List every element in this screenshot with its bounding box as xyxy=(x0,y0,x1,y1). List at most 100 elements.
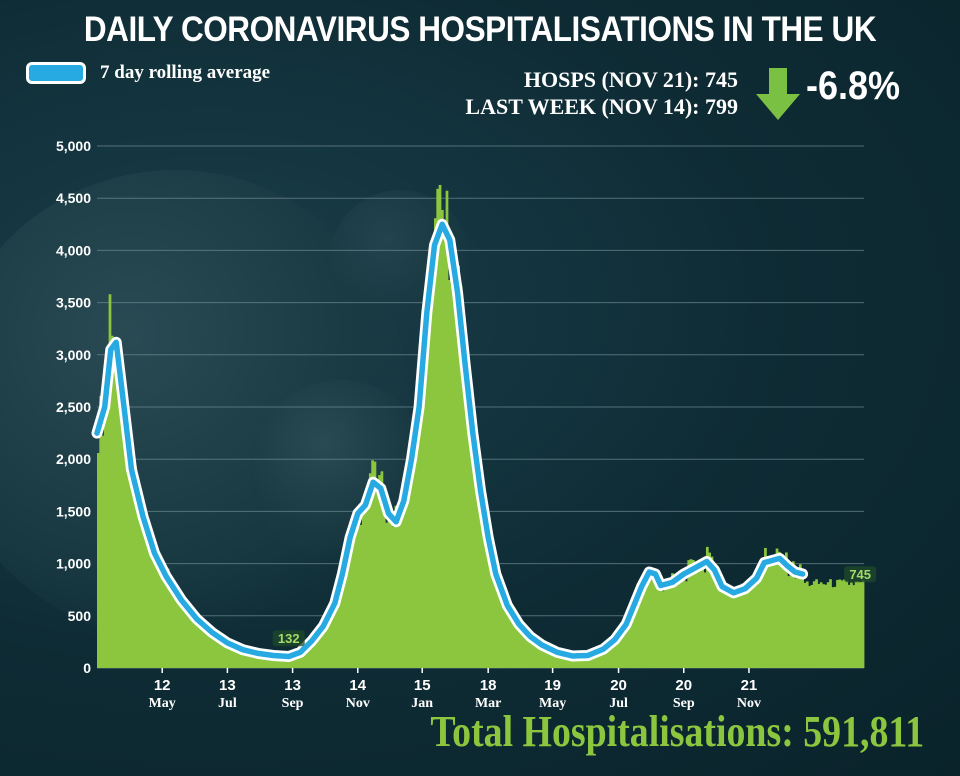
daily-bar xyxy=(178,595,182,668)
y-tick-label: 1,000 xyxy=(56,556,91,572)
x-tick-day: 21 xyxy=(741,677,758,694)
daily-bar xyxy=(747,586,751,668)
daily-bar xyxy=(545,648,549,668)
x-tick-day: 13 xyxy=(219,677,236,694)
daily-bar xyxy=(722,584,725,668)
x-tick-month: Jul xyxy=(218,696,237,711)
legend-swatch xyxy=(26,62,86,84)
daily-bar xyxy=(826,582,830,668)
daily-bar xyxy=(310,640,314,668)
daily-bar xyxy=(487,538,491,668)
daily-bar xyxy=(345,550,349,668)
daily-bar xyxy=(361,506,365,668)
daily-bar xyxy=(273,656,277,668)
daily-bar xyxy=(859,581,863,668)
annotation-label: 132 xyxy=(278,631,300,646)
daily-bar xyxy=(103,396,107,668)
daily-bar xyxy=(796,575,800,668)
daily-bar xyxy=(380,471,384,668)
daily-bar xyxy=(429,245,433,668)
daily-bar xyxy=(322,628,326,668)
daily-bar xyxy=(97,453,100,668)
daily-bar xyxy=(266,655,270,668)
daily-bar xyxy=(664,586,667,668)
daily-bar xyxy=(843,579,846,668)
daily-bar xyxy=(150,544,154,668)
daily-bar xyxy=(850,582,853,668)
daily-bar xyxy=(334,606,337,668)
daily-bar xyxy=(424,300,428,668)
daily-bar xyxy=(694,569,698,668)
y-tick-label: 0 xyxy=(83,660,91,676)
daily-bar xyxy=(540,646,544,668)
daily-bar xyxy=(134,466,137,668)
daily-bar xyxy=(320,624,323,668)
y-tick-label: 2,500 xyxy=(56,399,91,415)
y-tick-label: 3,000 xyxy=(56,347,91,363)
daily-bar xyxy=(206,627,209,668)
daily-bar xyxy=(194,617,198,668)
daily-bar xyxy=(420,397,423,668)
y-tick-label: 4,500 xyxy=(56,190,91,206)
daily-bar xyxy=(127,416,130,668)
y-tick-label: 3,500 xyxy=(56,295,91,311)
page-title: DAILY CORONAVIRUS HOSPITALISATIONS IN TH… xyxy=(83,10,877,49)
daily-bar xyxy=(805,581,809,668)
daily-bar xyxy=(685,581,688,668)
daily-bar xyxy=(392,526,395,668)
daily-bar xyxy=(289,656,293,668)
daily-bar xyxy=(782,565,786,668)
daily-bar xyxy=(245,652,249,668)
daily-bar xyxy=(761,563,765,668)
daily-bar xyxy=(733,591,737,668)
daily-bar xyxy=(668,577,672,668)
daily-bar xyxy=(499,579,502,668)
daily-bar xyxy=(415,405,419,668)
daily-bar xyxy=(461,340,465,668)
daily-bar xyxy=(561,653,565,668)
daily-bar xyxy=(791,561,795,668)
x-tick-month: Sep xyxy=(673,696,695,711)
daily-bar xyxy=(187,605,191,668)
daily-bar xyxy=(129,446,133,668)
daily-bar xyxy=(189,610,193,668)
daily-bar xyxy=(829,579,832,668)
daily-bar xyxy=(622,631,626,668)
daily-bar xyxy=(757,576,760,668)
daily-bar xyxy=(703,572,707,668)
daily-bar xyxy=(468,382,472,668)
daily-bar xyxy=(162,576,165,668)
daily-bar xyxy=(173,590,177,668)
daily-bar xyxy=(536,643,540,668)
daily-bar xyxy=(599,648,602,668)
daily-bar xyxy=(750,589,753,668)
daily-bar xyxy=(262,653,265,668)
daily-bar xyxy=(833,586,837,668)
daily-bar xyxy=(815,579,818,668)
daily-bar xyxy=(350,518,354,668)
daily-bar xyxy=(408,464,412,668)
daily-bar xyxy=(608,643,612,668)
daily-bar xyxy=(271,654,275,668)
daily-bar xyxy=(122,383,126,668)
last-week-hosps-label: LAST WEEK (NOV 14): 799 xyxy=(465,94,738,119)
x-tick-month: Nov xyxy=(346,696,370,711)
daily-bar xyxy=(229,645,233,668)
daily-bar xyxy=(357,526,361,668)
daily-bar xyxy=(526,637,530,668)
daily-bar xyxy=(459,285,463,668)
daily-bar xyxy=(606,646,609,668)
daily-bar xyxy=(294,654,298,668)
daily-bar xyxy=(508,609,512,668)
daily-bar xyxy=(185,606,189,668)
daily-bar xyxy=(120,352,123,668)
daily-bar xyxy=(631,603,635,668)
daily-bar xyxy=(394,505,398,668)
daily-bar xyxy=(601,650,605,668)
x-tick-day: 18 xyxy=(480,677,497,694)
daily-bar xyxy=(155,559,158,668)
daily-bar xyxy=(510,606,514,668)
daily-bar xyxy=(596,652,600,668)
